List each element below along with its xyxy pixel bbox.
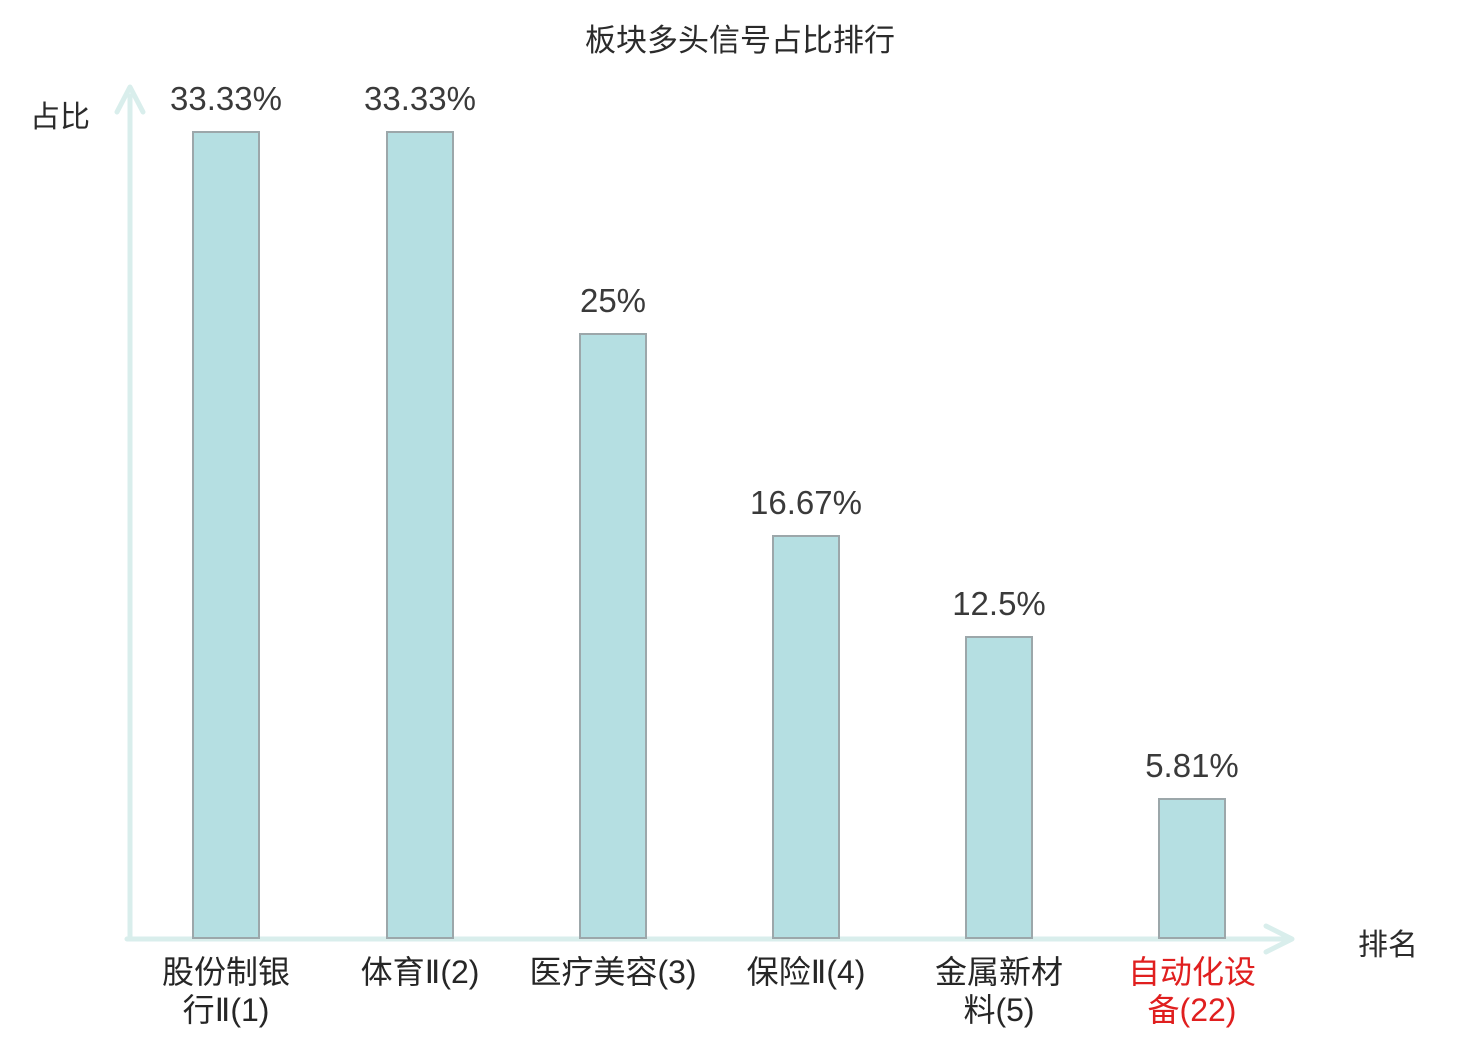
- bar-value-label: 25%: [579, 282, 647, 319]
- chart-title: 板块多头信号占比排行: [585, 23, 895, 58]
- bar-category-label: 股份制银 行Ⅱ(1): [161, 954, 290, 1028]
- x-axis-arrow-icon: [1263, 923, 1295, 955]
- bar: [579, 333, 647, 939]
- bar-category-label: 自动化设 备(22): [1127, 954, 1256, 1028]
- bar-category-label: 医疗美容(3): [529, 954, 697, 990]
- bar-value-label: 33.33%: [364, 80, 476, 117]
- bar-value-label: 33.33%: [170, 80, 282, 117]
- bar-category-label: 金属新材 料(5): [934, 954, 1063, 1028]
- bar: [192, 131, 260, 939]
- bar-category-label: 体育Ⅱ(2): [360, 954, 480, 990]
- bar: [965, 636, 1033, 939]
- bar: [1158, 798, 1226, 939]
- bar-category-label: 保险Ⅱ(4): [746, 954, 866, 990]
- y-axis-label: 占比: [30, 101, 90, 134]
- bar: [386, 131, 454, 939]
- bar-value-label: 5.81%: [1145, 747, 1239, 784]
- y-axis-arrow-icon: [114, 84, 146, 115]
- bar: [772, 535, 840, 939]
- bar-value-label: 12.5%: [952, 585, 1046, 622]
- bar-value-label: 16.67%: [750, 484, 862, 521]
- x-axis-label: 排名: [1358, 929, 1418, 962]
